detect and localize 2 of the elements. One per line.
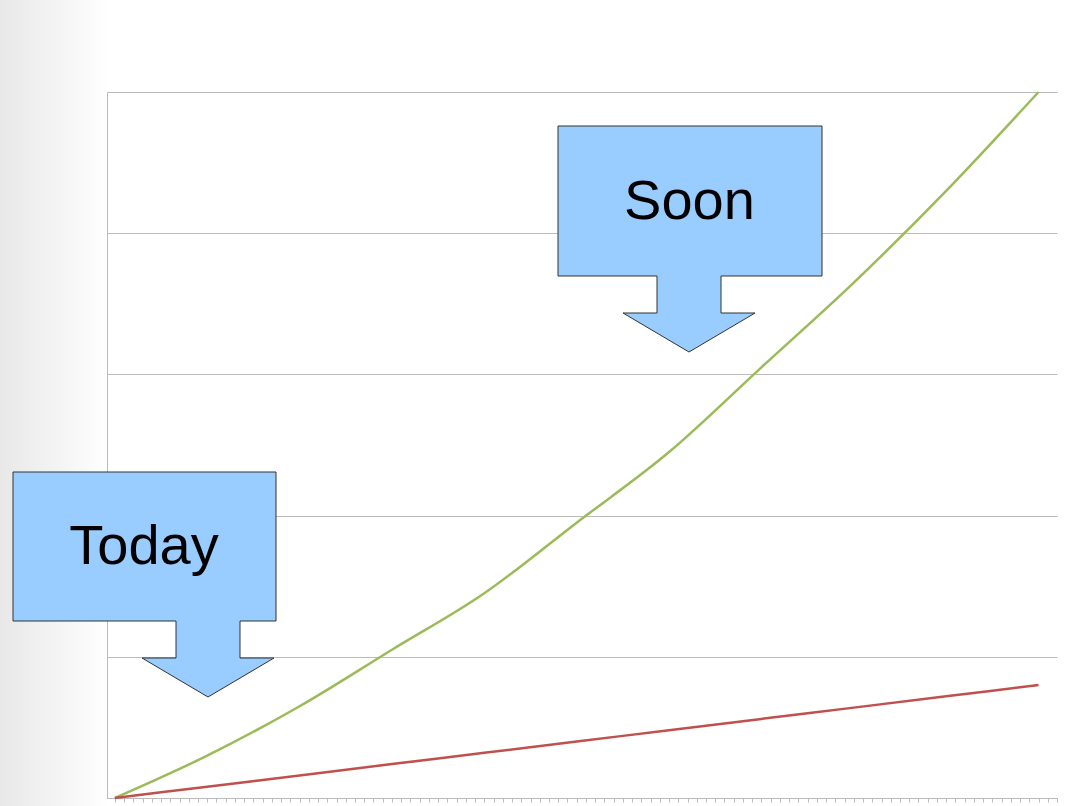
annotation: Today [68, 512, 220, 577]
annotation: Soon [623, 166, 756, 232]
